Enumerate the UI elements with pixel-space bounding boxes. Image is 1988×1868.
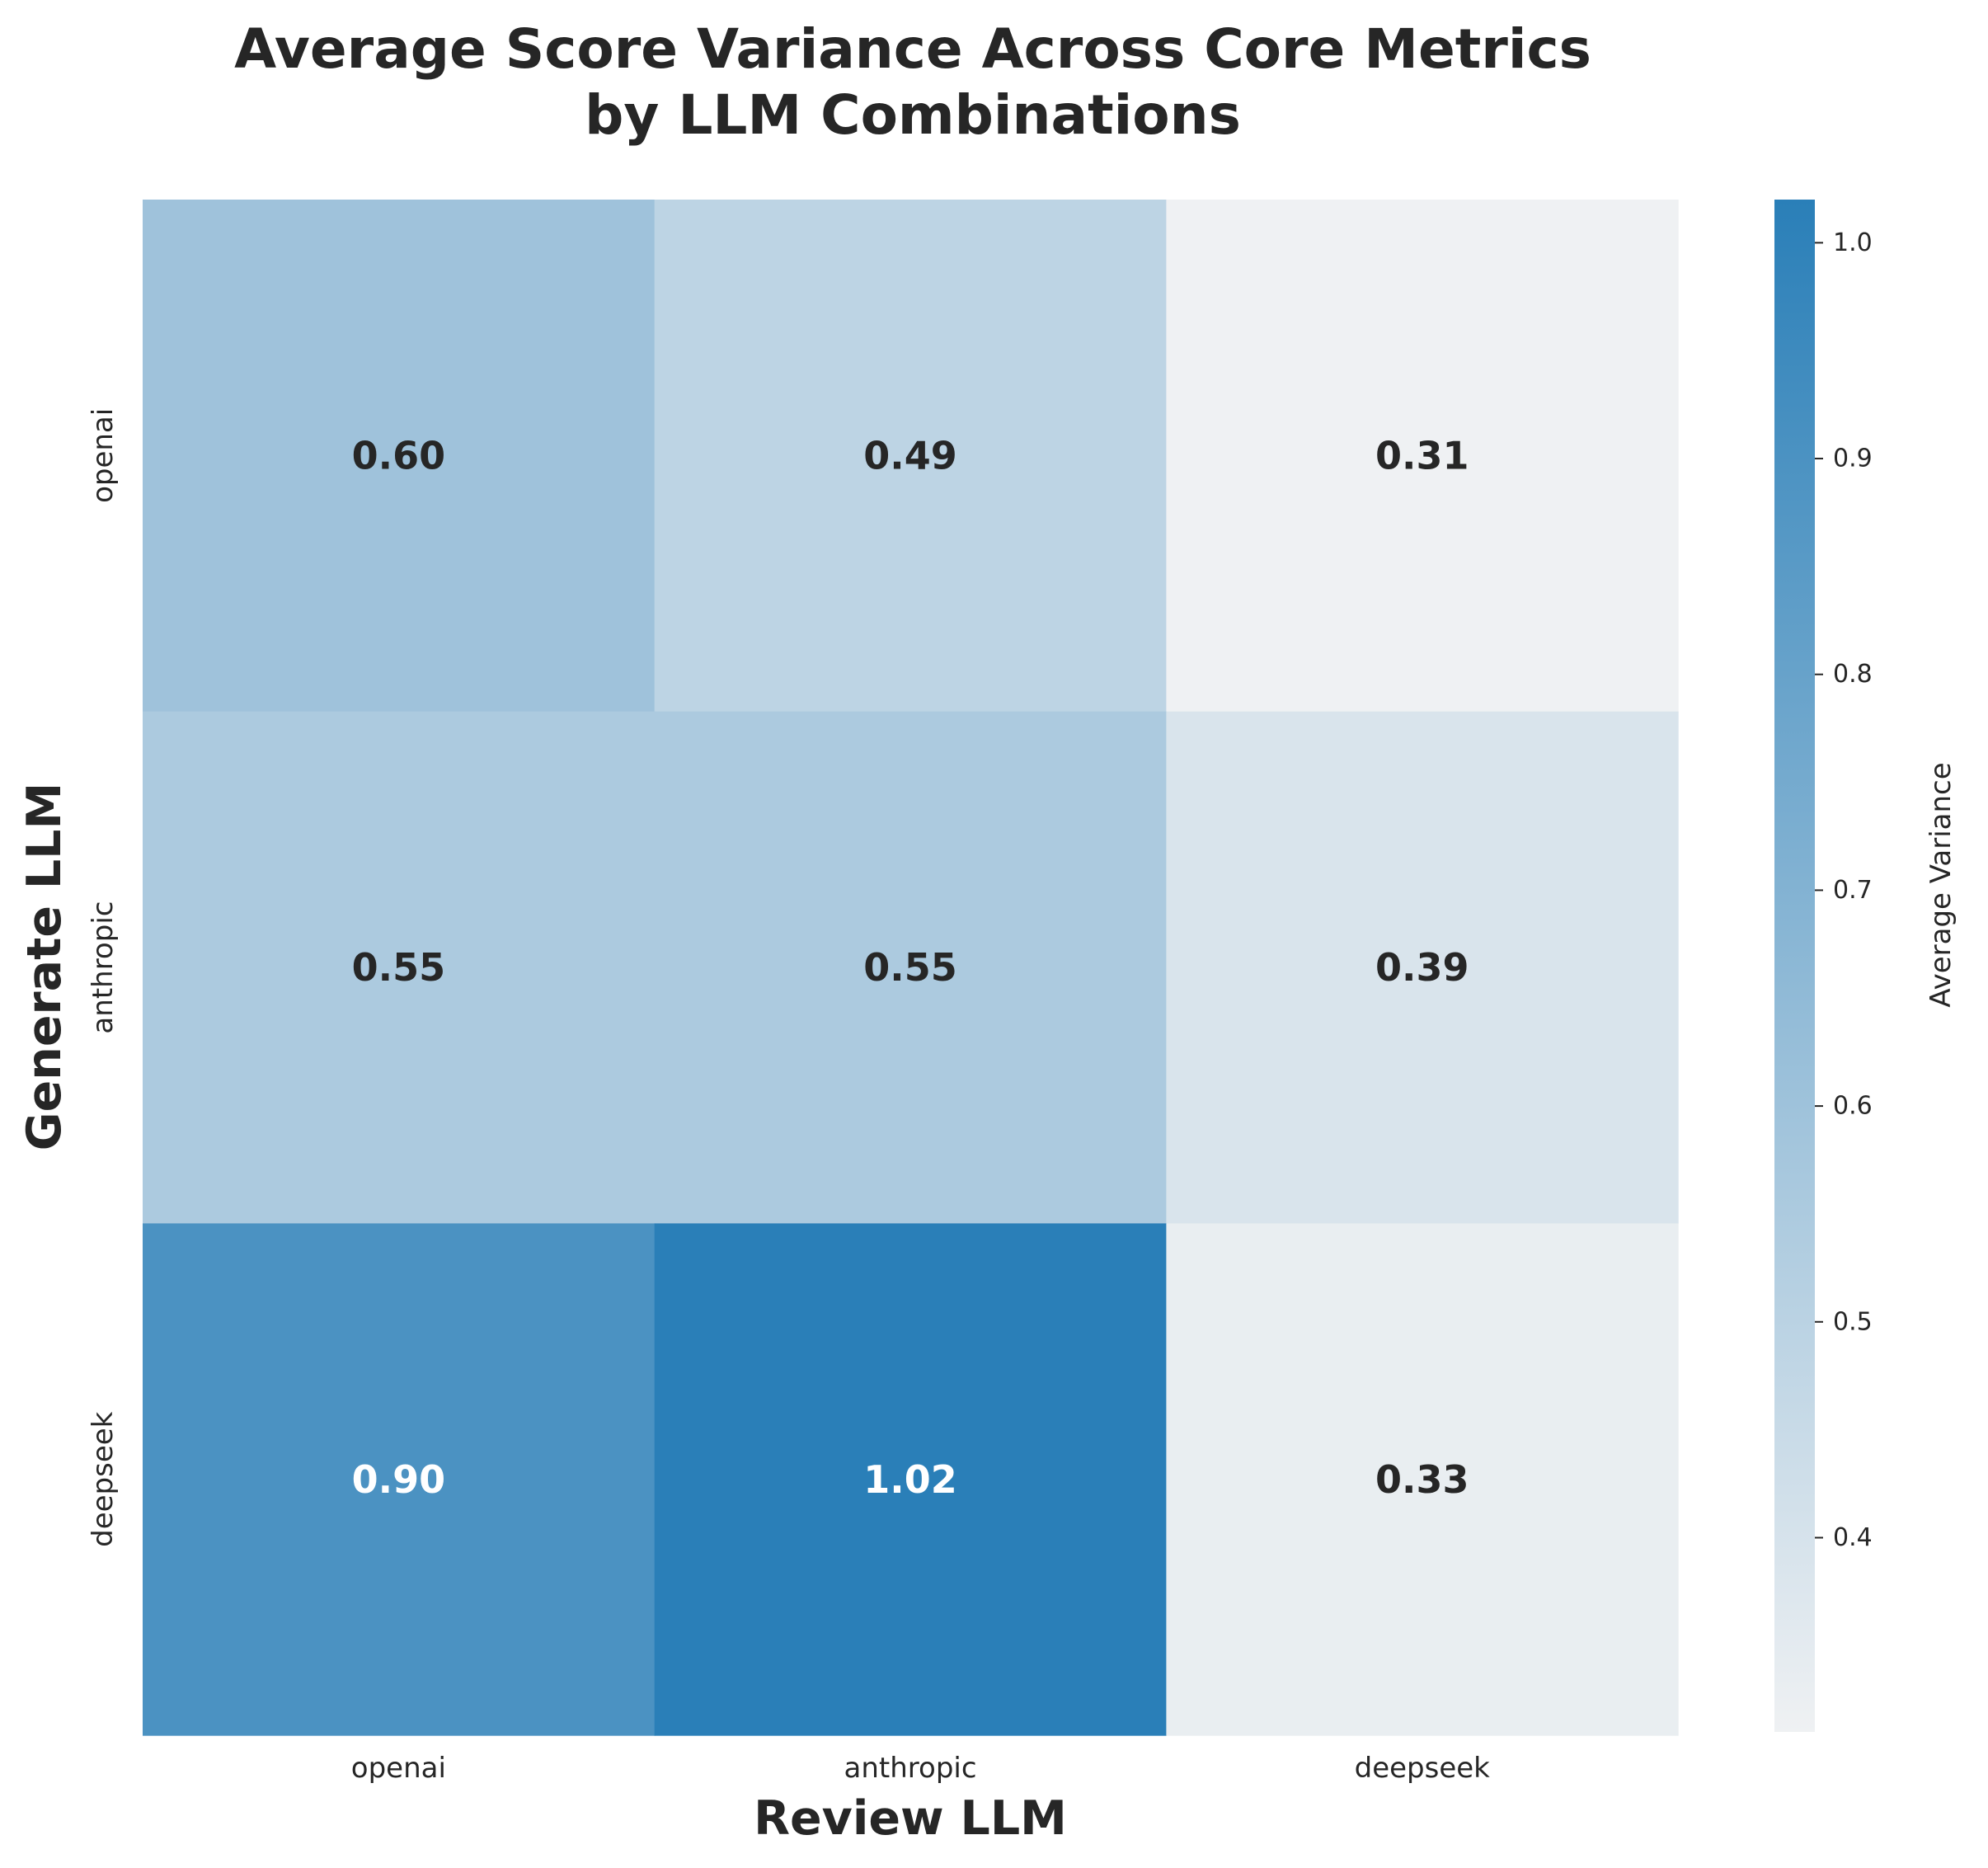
heatmap-cell <box>1166 200 1679 713</box>
heatmap-annotations: 0.60 0.49 0.31 0.55 0.55 0.39 0.90 1.02 0.33 <box>352 433 1469 1501</box>
x-tick-label: anthropic <box>844 1752 977 1785</box>
y-axis-ticks: openai anthropic deepseek <box>87 408 120 1547</box>
colorbar-tick-label: 0.8 <box>1833 660 1873 689</box>
cell-value-label: 0.33 <box>1375 1457 1469 1502</box>
cell-value-label: 0.90 <box>352 1457 446 1502</box>
heatmap-cell <box>654 200 1167 713</box>
y-tick-label: deepseek <box>87 1411 120 1547</box>
x-tick-label: openai <box>351 1752 446 1785</box>
chart-title-line-2: by LLM Combinations <box>585 83 1241 147</box>
colorbar: 0.4 0.5 0.6 0.7 0.8 0.9 1.0 <box>1774 200 1873 1732</box>
heatmap-cell <box>1166 1223 1679 1736</box>
cell-value-label: 0.49 <box>863 433 957 478</box>
heatmap-cell <box>1166 711 1679 1224</box>
cell-value-label: 1.02 <box>863 1457 957 1502</box>
colorbar-tick-label: 1.0 <box>1833 228 1873 257</box>
cell-value-label: 0.55 <box>863 945 957 990</box>
cell-value-label: 0.60 <box>352 433 446 478</box>
x-axis-ticks: openai anthropic deepseek <box>351 1752 1490 1785</box>
colorbar-tick-label: 0.9 <box>1833 445 1873 473</box>
x-axis-label: Review LLM <box>754 1791 1067 1846</box>
heatmap-cell <box>654 711 1167 1224</box>
cell-value-label: 0.39 <box>1375 945 1469 990</box>
heatmap-cell <box>143 1223 656 1736</box>
heatmap-cell <box>143 200 656 713</box>
y-tick-label: anthropic <box>87 901 120 1034</box>
y-axis-label: Generate LLM <box>17 782 72 1151</box>
chart-title-line-1: Average Score Variance Across Core Metri… <box>234 17 1591 81</box>
colorbar-tick-label: 0.4 <box>1833 1523 1873 1552</box>
colorbar-tick-label: 0.7 <box>1833 876 1873 905</box>
y-tick-label: openai <box>87 408 120 503</box>
heatmap-cell <box>654 1223 1167 1736</box>
colorbar-label: Average Variance <box>1925 762 1957 1008</box>
cell-value-label: 0.31 <box>1375 433 1469 478</box>
x-tick-label: deepseek <box>1355 1752 1491 1785</box>
colorbar-tick-label: 0.6 <box>1833 1092 1873 1121</box>
heatmap-cells <box>143 200 1679 1736</box>
colorbar-tick-label: 0.5 <box>1833 1307 1873 1336</box>
heatmap-cell <box>143 711 656 1224</box>
colorbar-gradient <box>1774 200 1815 1732</box>
cell-value-label: 0.55 <box>352 945 446 990</box>
